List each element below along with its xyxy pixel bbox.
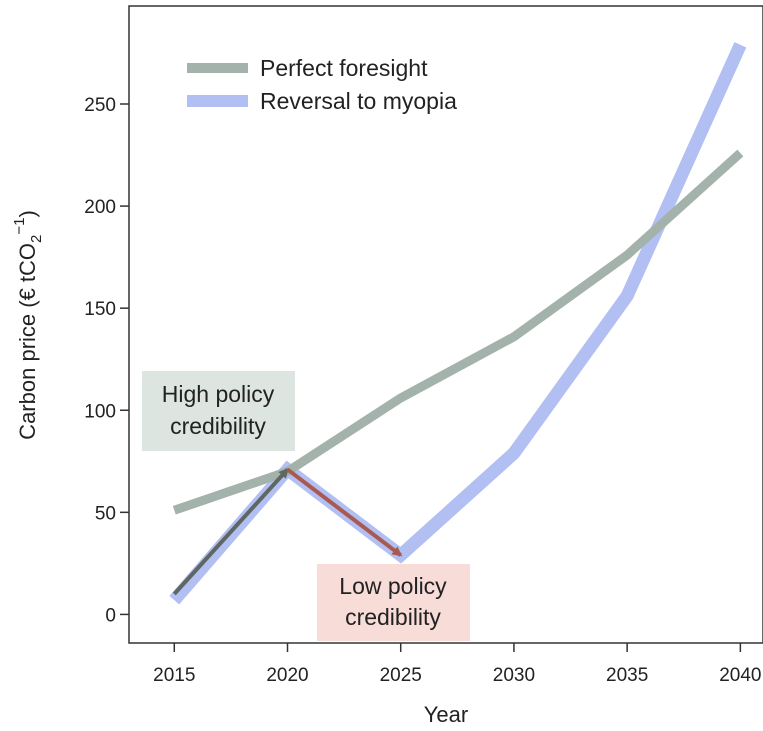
x-tick-label-2025: 2025 [380,665,422,686]
plot-frame [128,5,763,644]
legend-label-perfect-foresight: Perfect foresight [260,55,428,81]
x-tick-label-2030: 2030 [493,665,535,686]
y-tick-label-100: 100 [84,401,116,422]
series-layer [169,42,747,605]
y-axis-title: Carbon price (€ tCO2−1) [11,210,45,440]
x-tick-label-2040: 2040 [719,665,761,686]
high-credibility-label-line2: credibility [170,413,266,439]
low-credibility-box [317,564,470,641]
series-line-reversal-to-myopia [169,42,747,605]
x-tick-label-2015: 2015 [153,665,195,686]
legend: Perfect foresight Reversal to myopia [187,55,457,114]
low-credibility-label-line1: Low policy [339,573,447,599]
annotation-layer: High policy credibility Low policy credi… [142,371,470,641]
y-axis-title-superscript: −1 [11,218,28,235]
arrow-high-credibility [172,467,289,596]
y-axis-title-close: ) [15,210,40,217]
y-tick-label-50: 50 [95,503,116,524]
high-credibility-box [142,371,295,451]
y-axis-title-subscript: 2 [28,235,45,243]
high-credibility-label-line1: High policy [162,381,275,407]
y-tick-label-200: 200 [84,197,116,218]
x-axis: 2015 2020 2025 2030 2035 2040 [153,643,761,686]
arrow-low-credibility [286,467,403,557]
y-axis-title-main: Carbon price (€ tCO [15,243,40,440]
y-tick-label-0: 0 [105,605,116,626]
x-tick-label-2020: 2020 [266,665,308,686]
series-line-perfect-foresight [172,149,744,515]
legend-label-reversal-to-myopia: Reversal to myopia [260,88,457,114]
y-axis: 0 50 100 150 200 250 [84,95,129,626]
x-axis-title: Year [424,702,468,727]
y-tick-label-250: 250 [84,95,116,116]
y-tick-label-150: 150 [84,299,116,320]
x-tick-label-2035: 2035 [606,665,648,686]
low-credibility-label-line2: credibility [345,604,441,630]
